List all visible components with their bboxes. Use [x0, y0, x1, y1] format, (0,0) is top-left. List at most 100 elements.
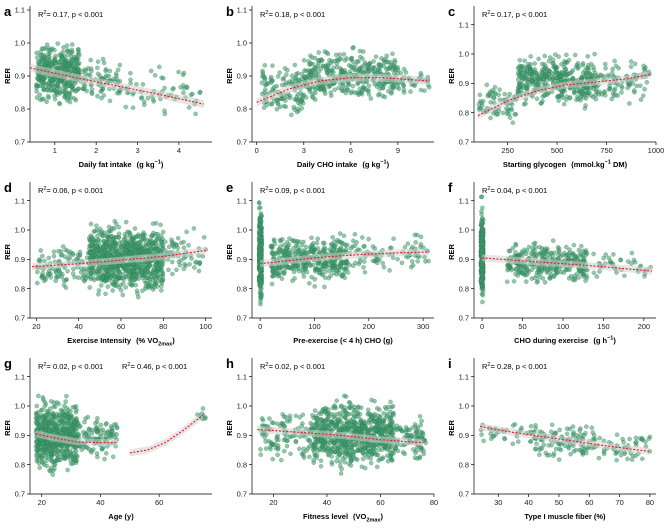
data-point: [68, 453, 73, 459]
data-point: [69, 42, 75, 47]
data-point: [642, 86, 647, 92]
data-point: [174, 267, 179, 273]
data-point: [567, 95, 573, 100]
data-point: [35, 76, 40, 81]
data-point: [497, 87, 502, 92]
x-tick-label: 0: [255, 146, 259, 155]
data-point: [583, 96, 589, 101]
data-point: [522, 58, 527, 63]
data-point: [334, 272, 339, 277]
data-point: [301, 251, 307, 257]
data-point: [362, 60, 368, 65]
data-point: [75, 252, 81, 258]
data-point: [422, 88, 427, 93]
data-point: [387, 245, 393, 251]
data-point: [360, 235, 365, 240]
data-point: [528, 251, 534, 256]
data-point: [269, 80, 274, 85]
data-point: [618, 257, 623, 262]
data-point: [257, 254, 263, 259]
data-point: [535, 75, 540, 80]
panel-letter: c: [448, 4, 455, 19]
data-point: [100, 264, 106, 270]
data-point: [63, 247, 68, 253]
annotation-text: = 0.17, p < 0.001: [490, 10, 547, 19]
data-point: [269, 281, 275, 287]
data-point: [387, 268, 392, 273]
data-point: [628, 59, 634, 64]
data-point: [627, 101, 632, 106]
data-point: [58, 407, 64, 413]
data-point: [309, 235, 314, 241]
data-point: [88, 254, 94, 260]
y-tick-label: 0.7: [237, 138, 247, 147]
data-point: [375, 81, 380, 87]
data-point: [61, 45, 66, 50]
data-point: [322, 284, 327, 290]
data-point: [367, 68, 372, 73]
data-point: [399, 260, 405, 266]
panel-e: e0.70.80.91.01.10 100 200 300RERPre-exercis…: [225, 180, 434, 345]
data-point: [612, 88, 617, 93]
y-tick-label: 1.1: [15, 372, 25, 381]
data-point: [183, 263, 189, 268]
data-point: [34, 50, 39, 56]
data-point: [603, 66, 608, 71]
data-point: [107, 68, 113, 74]
data-point: [591, 270, 597, 276]
y-axis-label: RER: [225, 68, 234, 84]
data-point: [519, 82, 524, 87]
data-point: [63, 285, 69, 290]
data-point: [579, 243, 584, 249]
data-point: [632, 61, 638, 67]
data-point: [641, 93, 646, 98]
data-point: [104, 240, 110, 246]
data-point: [152, 279, 158, 285]
data-point: [299, 98, 304, 104]
data-point: [543, 254, 548, 260]
data-point: [591, 251, 596, 257]
data-point: [282, 66, 288, 71]
data-point: [577, 251, 583, 257]
data-point: [401, 66, 407, 72]
data-point: [257, 235, 262, 240]
data-point: [88, 66, 94, 71]
x-axis-label: Age (y): [108, 512, 134, 521]
data-point: [576, 275, 581, 280]
data-point: [396, 86, 402, 91]
data-point: [141, 230, 146, 235]
data-point: [147, 238, 153, 243]
data-point: [548, 251, 553, 256]
data-point: [575, 61, 581, 66]
data-point: [145, 95, 151, 101]
data-point: [314, 240, 320, 246]
data-point: [65, 95, 70, 101]
data-point: [564, 52, 569, 58]
data-point: [81, 273, 86, 278]
data-point: [146, 249, 152, 255]
x-axis-label-main: Pre-exercise (< 4 h) CHO (g): [293, 336, 393, 345]
data-point: [284, 245, 289, 251]
data-point: [577, 89, 583, 95]
r-squared-annotation: R2= 0.17, p < 0.001: [482, 10, 547, 19]
data-point: [480, 299, 485, 305]
data-point: [504, 279, 510, 285]
data-point: [322, 240, 327, 246]
data-point: [112, 226, 117, 231]
data-point: [39, 413, 44, 418]
data-point: [148, 68, 154, 74]
data-point: [94, 243, 100, 249]
data-point: [412, 232, 418, 238]
data-point: [64, 405, 70, 411]
data-point: [100, 56, 106, 62]
data-point: [259, 293, 264, 299]
data-point: [519, 249, 525, 254]
data-point: [75, 61, 80, 67]
data-point: [556, 98, 561, 103]
data-point: [170, 87, 175, 92]
data-point: [543, 70, 549, 76]
data-point: [89, 242, 95, 247]
data-point: [320, 63, 326, 68]
data-point: [285, 265, 290, 270]
